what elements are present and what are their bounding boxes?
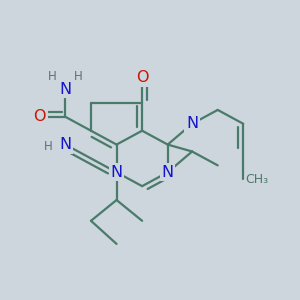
Text: H: H	[74, 70, 82, 83]
Text: N: N	[186, 116, 198, 131]
Text: O: O	[34, 109, 46, 124]
Text: N: N	[59, 137, 71, 152]
Text: O: O	[136, 70, 148, 85]
Text: H: H	[48, 70, 57, 83]
Text: H: H	[44, 140, 52, 153]
Text: CH₃: CH₃	[246, 173, 269, 186]
Text: N: N	[162, 165, 174, 180]
Text: N: N	[59, 82, 71, 97]
Text: N: N	[110, 165, 123, 180]
